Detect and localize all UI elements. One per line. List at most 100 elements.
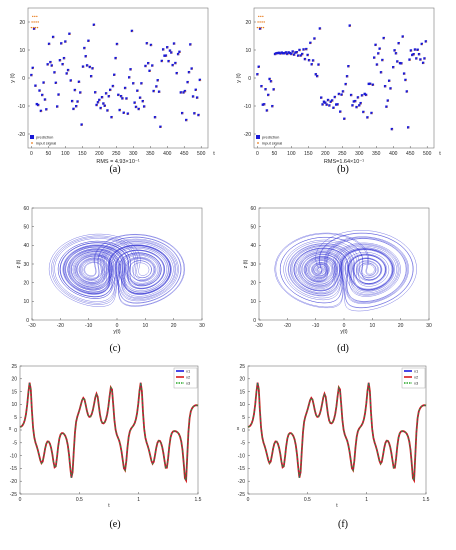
x-tick-label: 0 bbox=[343, 323, 346, 329]
panel-f: (f)0 0.5 1 1.5-25-20-15-10-50510152025txx1x… bbox=[237, 364, 430, 530]
y-tick-label: 15 bbox=[239, 389, 245, 395]
legend-label-x1: x1 bbox=[186, 369, 191, 374]
prediction-point bbox=[129, 68, 132, 71]
y-tick-label: 0 bbox=[253, 318, 256, 324]
prediction-point bbox=[114, 56, 117, 60]
prediction-point bbox=[125, 97, 128, 100]
prediction-point bbox=[174, 61, 177, 65]
prediction-point bbox=[185, 118, 188, 122]
prediction-point bbox=[43, 98, 47, 101]
input-point bbox=[407, 91, 409, 93]
input-point bbox=[31, 75, 33, 77]
prediction-point bbox=[284, 51, 288, 54]
input-point bbox=[370, 83, 372, 85]
x-tick-label: 50 bbox=[272, 151, 278, 157]
prediction-point bbox=[389, 87, 392, 90]
input-point bbox=[257, 21, 259, 23]
prediction-point bbox=[288, 51, 292, 55]
prediction-point bbox=[339, 110, 342, 113]
prediction-point bbox=[77, 80, 81, 83]
input-point bbox=[390, 88, 392, 90]
input-point bbox=[269, 79, 271, 81]
x-tick-label: -20 bbox=[284, 323, 291, 329]
input-point bbox=[36, 15, 38, 18]
input-point bbox=[65, 41, 67, 43]
input-point bbox=[256, 26, 259, 29]
input-point bbox=[262, 26, 265, 29]
prediction-point bbox=[111, 84, 115, 88]
prediction-point bbox=[290, 52, 293, 56]
input-point bbox=[262, 15, 264, 18]
input-point bbox=[424, 58, 426, 60]
input-point bbox=[384, 38, 386, 40]
input-point bbox=[426, 41, 428, 43]
panel-caption: (a) bbox=[109, 164, 120, 175]
input-point bbox=[401, 63, 403, 65]
prediction-point bbox=[394, 52, 398, 55]
input-point bbox=[91, 76, 93, 78]
prediction-point bbox=[92, 23, 96, 26]
y-axis-label: z (t) bbox=[243, 259, 249, 268]
x-tick-label: 0.5 bbox=[304, 497, 311, 503]
trajectory-line bbox=[274, 230, 417, 312]
panel-b: (b) 0 50 100 150 200 250 300 350 400 450 500 -20 -10 0… bbox=[236, 7, 441, 175]
prediction-point bbox=[73, 88, 77, 92]
input-point bbox=[103, 103, 105, 105]
prediction-point bbox=[76, 100, 79, 103]
input-point bbox=[60, 60, 62, 62]
input-point bbox=[405, 80, 407, 82]
prediction-point bbox=[318, 27, 322, 30]
y-tick-label: -20 bbox=[18, 132, 25, 138]
prediction-point bbox=[400, 62, 403, 65]
prediction-point bbox=[381, 58, 384, 62]
x-tick-label: 30 bbox=[426, 323, 432, 329]
y-tick-label: 5 bbox=[242, 415, 245, 421]
prediction-point bbox=[195, 96, 199, 99]
plot-area bbox=[247, 365, 427, 495]
input-point bbox=[128, 113, 130, 115]
input-point bbox=[98, 102, 100, 104]
y-tick-label: 10 bbox=[245, 48, 251, 54]
input-point bbox=[56, 82, 58, 84]
prediction-point bbox=[313, 37, 316, 40]
prediction-point bbox=[47, 42, 51, 46]
x-tick-label: 0.5 bbox=[76, 497, 83, 503]
y-tick-label: -20 bbox=[10, 479, 17, 485]
prediction-point bbox=[392, 65, 395, 69]
input-point bbox=[175, 63, 177, 65]
input-point bbox=[265, 89, 267, 91]
y-tick-label: 40 bbox=[23, 243, 29, 249]
input-point bbox=[80, 92, 82, 94]
input-point bbox=[102, 97, 104, 99]
input-point bbox=[356, 107, 358, 109]
prediction-point bbox=[35, 102, 39, 106]
input-point bbox=[71, 80, 73, 82]
input-point bbox=[162, 61, 164, 63]
prediction-point bbox=[306, 53, 309, 57]
input-point bbox=[423, 62, 425, 64]
prediction-point bbox=[171, 63, 174, 67]
input-point bbox=[45, 99, 47, 101]
input-point bbox=[152, 65, 154, 67]
prediction-point bbox=[140, 82, 143, 85]
input-point bbox=[377, 64, 379, 66]
prediction-point bbox=[178, 50, 181, 54]
prediction-point bbox=[38, 89, 41, 92]
input-point bbox=[121, 96, 123, 98]
prediction-point bbox=[271, 104, 274, 108]
input-point bbox=[179, 51, 181, 53]
input-point bbox=[177, 73, 179, 75]
y-axis-label: x bbox=[9, 426, 12, 432]
prediction-point bbox=[333, 95, 337, 99]
y-tick-label: -25 bbox=[238, 492, 245, 498]
input-point bbox=[397, 61, 399, 63]
prediction-point bbox=[34, 84, 37, 87]
prediction-point bbox=[260, 84, 263, 88]
prediction-point bbox=[99, 106, 102, 110]
input-point bbox=[271, 81, 273, 83]
input-point bbox=[185, 91, 187, 93]
input-point bbox=[362, 95, 364, 97]
prediction-point bbox=[406, 126, 410, 129]
input-point bbox=[378, 53, 380, 55]
y-tick-label: 20 bbox=[11, 377, 17, 383]
